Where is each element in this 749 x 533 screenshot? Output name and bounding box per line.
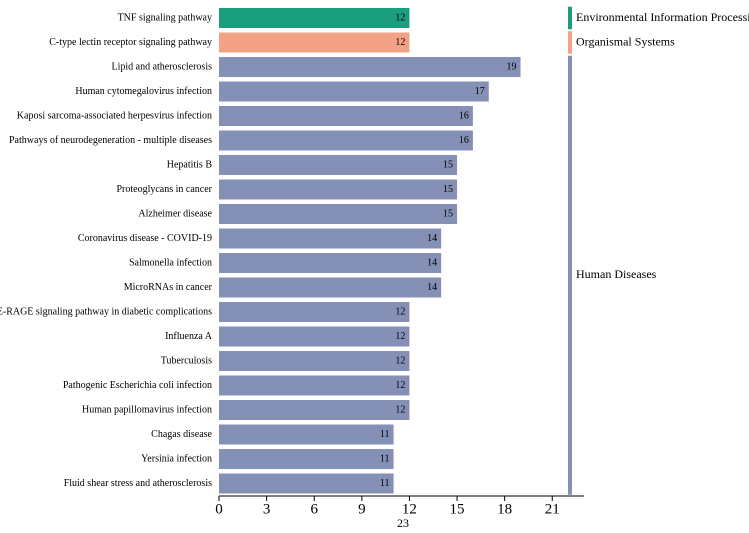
- category-label: Salmonella infection: [129, 257, 212, 268]
- x-tick-label: 9: [358, 501, 366, 517]
- x-tick-label: 0: [215, 501, 223, 517]
- x-axis-label: 23: [397, 516, 409, 530]
- value-label: 11: [380, 453, 390, 464]
- value-label: 14: [427, 233, 437, 244]
- bar: [219, 81, 489, 102]
- group-strip: [568, 55, 572, 495]
- bar: [219, 106, 473, 126]
- group-label: Organismal Systems: [576, 34, 675, 48]
- category-label: Pathogenic Escherichia coli infection: [63, 380, 212, 391]
- category-label: Proteoglycans in cancer: [116, 184, 212, 195]
- bar: [219, 228, 442, 249]
- bar: [219, 57, 521, 77]
- bar: [219, 8, 410, 28]
- category-label: MicroRNAs in cancer: [124, 282, 213, 293]
- category-label: Coronavirus disease - COVID-19: [78, 233, 212, 244]
- x-tick-label: 12: [402, 501, 417, 517]
- group-strip: [568, 31, 572, 54]
- category-label: Lipid and atherosclerosis: [111, 61, 212, 72]
- category-label: Pathways of neurodegeneration - multiple…: [9, 135, 212, 146]
- value-label: 12: [395, 404, 405, 415]
- value-label: 17: [475, 86, 485, 97]
- value-label: 19: [507, 61, 517, 72]
- x-tick-label: 15: [450, 501, 465, 517]
- category-label: TNF signaling pathway: [118, 12, 212, 23]
- bar: [219, 204, 458, 224]
- value-label: 14: [427, 257, 437, 268]
- value-label: 15: [443, 184, 453, 195]
- value-label: 15: [443, 159, 453, 170]
- category-label: Yersinia infection: [141, 453, 212, 464]
- bar: [219, 130, 473, 151]
- value-label: 12: [395, 12, 405, 23]
- bar: [219, 277, 442, 298]
- value-label: 12: [395, 355, 405, 366]
- bar: [219, 449, 394, 469]
- category-label: Influenza A: [165, 331, 213, 342]
- bar: [219, 253, 442, 273]
- category-label: Kaposi sarcoma-associated herpesvirus in…: [17, 110, 212, 121]
- category-label: Tuberculosis: [161, 355, 212, 366]
- value-label: 12: [395, 306, 405, 317]
- value-label: 14: [427, 282, 437, 293]
- value-label: 12: [395, 331, 405, 342]
- x-tick-label: 21: [545, 501, 560, 517]
- category-label: Chagas disease: [151, 429, 212, 440]
- bar: [219, 375, 410, 396]
- bar: [219, 302, 410, 322]
- category-label: Alzheimer disease: [138, 208, 212, 219]
- bar: [219, 179, 458, 200]
- group-label: Environmental Information Processing: [576, 10, 749, 24]
- bar: [219, 155, 458, 175]
- value-label: 11: [380, 429, 390, 440]
- category-label: Human cytomegalovirus infection: [75, 86, 212, 97]
- group-label: Human Diseases: [576, 267, 657, 281]
- group-strip: [568, 6, 572, 30]
- value-label: 16: [459, 110, 469, 121]
- bar: [219, 400, 410, 420]
- category-label: Fluid shear stress and atherosclerosis: [64, 478, 212, 489]
- value-label: 16: [459, 135, 469, 146]
- value-label: 12: [395, 37, 405, 48]
- bar: [219, 424, 394, 445]
- bar: [219, 473, 394, 494]
- value-label: 15: [443, 208, 453, 219]
- x-tick-label: 6: [310, 501, 318, 517]
- bar: [219, 326, 410, 347]
- category-label: Human papillomavirus infection: [82, 404, 212, 415]
- category-label: Hepatitis B: [167, 159, 213, 170]
- category-label: C-type lectin receptor signaling pathway: [49, 37, 212, 48]
- bar: [219, 32, 410, 53]
- value-label: 12: [395, 380, 405, 391]
- bar: [219, 351, 410, 371]
- category-label: AGE-RAGE signaling pathway in diabetic c…: [0, 306, 212, 317]
- value-label: 11: [380, 478, 390, 489]
- x-tick-label: 3: [263, 501, 271, 517]
- x-tick-label: 18: [497, 501, 512, 517]
